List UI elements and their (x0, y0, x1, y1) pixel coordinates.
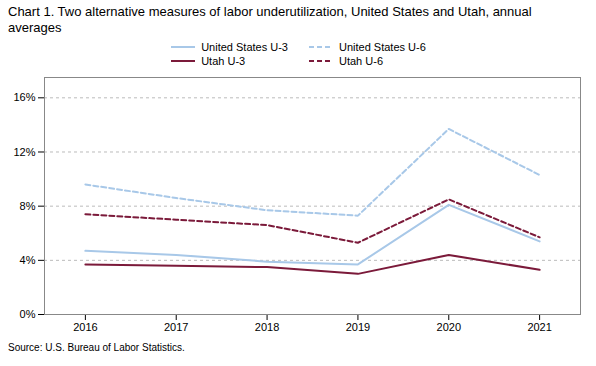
svg-text:2018: 2018 (255, 321, 279, 333)
html-text:United States U-6: United States U-6 (339, 40, 426, 53)
svg-text:8%: 8% (20, 199, 36, 211)
html-text:Chart 1. Two alternative measu: Chart 1. Two alternative measures of lab… (8, 4, 532, 36)
svg-text:2021: 2021 (527, 321, 551, 333)
svg-text:2020: 2020 (437, 321, 461, 333)
svg-text:0%: 0% (20, 308, 36, 320)
svg-text:4%: 4% (20, 253, 36, 265)
svg-text:2019: 2019 (346, 321, 370, 333)
svg-text:12%: 12% (13, 145, 35, 157)
svg-text:2016: 2016 (73, 321, 97, 333)
html-text:Utah U-3: Utah U-3 (201, 54, 246, 67)
html-text:United States U-3: United States U-3 (201, 40, 288, 53)
svg-text:16%: 16% (13, 91, 35, 103)
svg-text:2017: 2017 (164, 321, 188, 333)
html-text:Utah U-6: Utah U-6 (339, 54, 383, 67)
html-text:Source: U.S. Bureau of Labor S: Source: U.S. Bureau of Labor Statistics. (8, 341, 185, 353)
